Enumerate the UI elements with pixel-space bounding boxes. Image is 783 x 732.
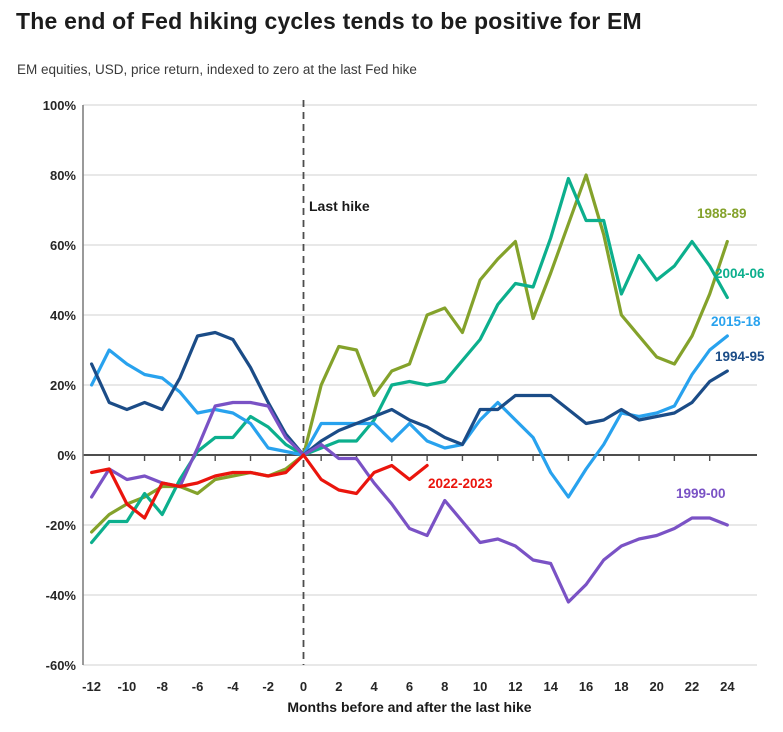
chart-subtitle: EM equities, USD, price return, indexed … [17,62,417,77]
x-axis-tick-label: 2 [335,679,342,694]
x-axis-tick-label: -12 [82,679,101,694]
x-axis-tick-label: 0 [300,679,307,694]
x-axis-tick-label: 22 [685,679,699,694]
x-axis-tick-label: -6 [192,679,204,694]
last-hike-annotation: Last hike [309,198,370,214]
series-label-2022-2023: 2022-2023 [428,476,493,491]
x-axis-tick-label: 12 [508,679,522,694]
series-label-2015-18: 2015-18 [711,314,761,329]
x-axis-tick-label: 4 [371,679,379,694]
y-axis-tick-label: -20% [46,518,77,533]
x-axis-tick-label: 18 [614,679,628,694]
y-axis-tick-label: -40% [46,588,77,603]
series-line-2015-18 [89,334,729,499]
y-axis-tick-label: 40% [50,308,76,323]
series-line-2022-2023 [89,453,429,520]
series-label-1999-00: 1999-00 [676,486,726,501]
y-axis-tick-label: -60% [46,658,77,673]
y-axis-tick-label: 100% [43,98,77,113]
x-axis-tick-label: 14 [544,679,559,694]
series-line-1994-95 [89,330,729,457]
series-label-1988-89: 1988-89 [697,206,747,221]
x-axis-tick-label: -8 [156,679,168,694]
series-label-1994-95: 1994-95 [715,349,765,364]
x-axis-tick-label: 24 [720,679,735,694]
x-axis-tick-label: 6 [406,679,413,694]
x-axis-tick-label: -4 [227,679,239,694]
x-axis-title: Months before and after the last hike [287,699,531,715]
x-axis-tick-label: 10 [473,679,487,694]
x-axis-tick-label: -2 [262,679,274,694]
y-axis-tick-label: 60% [50,238,76,253]
x-axis-tick-label: 20 [649,679,663,694]
series-line-1999-00 [89,400,729,604]
x-axis-tick-label: 8 [441,679,448,694]
y-axis-tick-label: 80% [50,168,76,183]
y-axis-tick-label: 20% [50,378,76,393]
series-label-2004-06: 2004-06 [715,266,765,281]
page-title: The end of Fed hiking cycles tends to be… [16,8,642,34]
series-line-1988-89 [89,173,729,534]
x-axis-tick-label: 16 [579,679,593,694]
x-axis-tick-label: -10 [118,679,137,694]
y-axis-tick-label: 0% [57,448,76,463]
